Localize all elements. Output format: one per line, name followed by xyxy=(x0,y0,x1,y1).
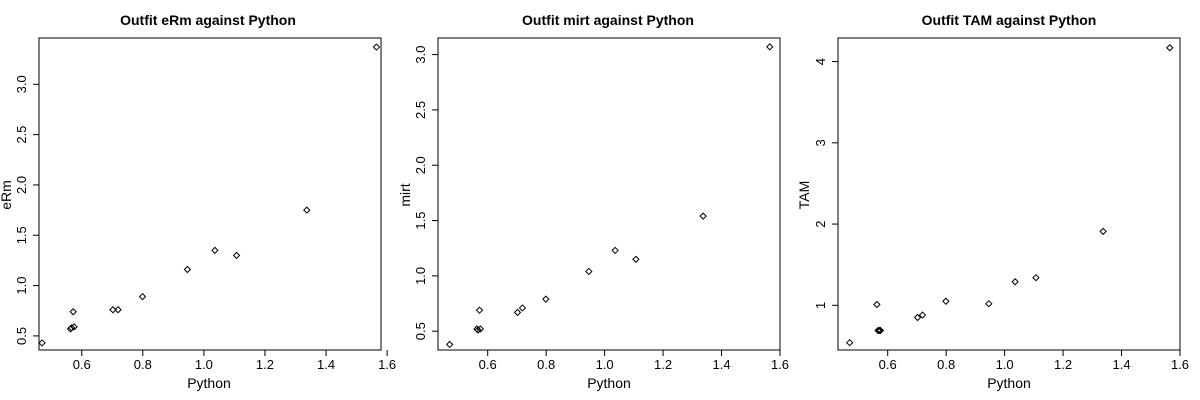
data-point xyxy=(766,43,774,51)
data-point xyxy=(475,306,484,314)
x-tick-label: 1.0 xyxy=(596,357,614,372)
plot-frame xyxy=(837,37,1181,351)
y-tick-label: 1.0 xyxy=(14,277,29,295)
x-tick-label: 1.4 xyxy=(317,357,335,372)
data-points xyxy=(445,43,774,349)
data-point xyxy=(138,292,147,301)
x-tick-label: 1.0 xyxy=(996,357,1014,372)
data-point xyxy=(985,299,993,308)
data-point xyxy=(913,313,922,322)
chart-title: Outfit eRm against Python xyxy=(120,12,296,28)
y-axis-label: TAM xyxy=(796,181,812,210)
data-points xyxy=(845,44,1174,347)
panel-erm: Outfit eRm against Python Python eRm 0.6… xyxy=(0,12,396,391)
x-tick-label: 0.6 xyxy=(479,357,497,372)
data-point xyxy=(845,338,854,347)
plot-frame xyxy=(38,37,382,351)
data-point xyxy=(1099,227,1107,236)
chart-title: Outfit mirt against Python xyxy=(522,12,694,28)
data-point xyxy=(114,306,122,314)
x-axis-label: Python xyxy=(987,375,1031,391)
y-axis: 0.5 1.0 1.5 2.0 2.5 3.0 xyxy=(14,75,39,345)
y-tick-label: 1 xyxy=(813,302,828,309)
x-tick-label: 0.8 xyxy=(537,357,555,372)
plot-frame xyxy=(437,37,781,351)
x-tick-label: 0.6 xyxy=(879,357,897,372)
x-tick-label: 0.8 xyxy=(937,357,955,372)
panel-mirt: Outfit mirt against Python Python mirt 0… xyxy=(397,12,789,391)
y-tick-label: 2.0 xyxy=(413,156,428,174)
data-point xyxy=(67,324,76,332)
y-tick-label: 2.0 xyxy=(14,176,29,194)
y-tick-label: 2 xyxy=(813,220,828,227)
x-tick-label: 0.6 xyxy=(73,357,91,372)
x-axis-label: Python xyxy=(587,375,631,391)
y-tick-label: 0.5 xyxy=(413,322,428,340)
y-tick-label: 0.5 xyxy=(14,327,29,345)
y-axis-label: eRm xyxy=(0,180,14,210)
data-point xyxy=(70,323,78,331)
x-tick-label: 1.2 xyxy=(1054,357,1072,372)
data-point xyxy=(445,340,454,349)
data-point xyxy=(1032,273,1040,282)
data-point xyxy=(476,325,485,333)
x-axis: 0.6 0.8 1.0 1.2 1.4 1.6 xyxy=(879,350,1189,372)
data-point xyxy=(875,326,884,335)
x-tick-label: 1.6 xyxy=(771,357,789,372)
data-point xyxy=(1011,278,1019,286)
data-point xyxy=(518,304,527,312)
x-tick-label: 1.0 xyxy=(195,357,213,372)
x-axis: 0.6 0.8 1.0 1.2 1.4 1.6 xyxy=(73,350,396,372)
x-tick-label: 1.6 xyxy=(378,357,396,372)
x-axis: 0.6 0.8 1.0 1.2 1.4 1.6 xyxy=(479,350,789,372)
y-tick-label: 3.0 xyxy=(14,75,29,93)
data-point xyxy=(874,326,882,335)
y-axis: 0.5 1.0 1.5 2.0 2.5 3.0 xyxy=(413,46,438,340)
x-tick-label: 1.2 xyxy=(256,357,274,372)
y-tick-label: 1.5 xyxy=(413,212,428,230)
data-point xyxy=(585,267,593,276)
y-tick-label: 4 xyxy=(813,58,828,65)
data-point xyxy=(303,206,311,214)
data-point xyxy=(918,311,927,319)
y-tick-label: 1.5 xyxy=(14,226,29,244)
data-point xyxy=(109,306,117,314)
data-point xyxy=(211,246,219,255)
y-axis: 1 2 3 4 xyxy=(813,58,838,309)
data-point xyxy=(474,326,482,334)
x-axis-label: Python xyxy=(187,375,231,391)
data-point xyxy=(69,308,77,316)
data-points xyxy=(38,43,381,347)
data-point xyxy=(611,246,619,255)
data-point xyxy=(699,212,707,220)
x-tick-label: 1.4 xyxy=(1112,357,1130,372)
data-point xyxy=(372,43,381,51)
data-point xyxy=(873,300,881,309)
data-point xyxy=(232,251,241,260)
chart-title: Outfit TAM against Python xyxy=(922,12,1097,28)
y-tick-label: 3.0 xyxy=(413,46,428,64)
data-point xyxy=(513,308,522,317)
data-point xyxy=(38,339,46,347)
x-tick-label: 0.8 xyxy=(134,357,152,372)
panel-tam: Outfit TAM against Python Python TAM 0.6… xyxy=(796,12,1189,391)
y-tick-label: 2.5 xyxy=(413,101,428,119)
data-point xyxy=(542,295,550,303)
y-tick-label: 3 xyxy=(813,139,828,146)
x-tick-label: 1.6 xyxy=(1171,357,1189,372)
data-point xyxy=(1166,44,1174,52)
data-point xyxy=(942,297,950,305)
y-axis-label: mirt xyxy=(397,183,413,206)
data-point xyxy=(876,326,885,335)
y-tick-label: 2.5 xyxy=(14,126,29,144)
x-tick-label: 1.4 xyxy=(712,357,730,372)
y-tick-label: 1.0 xyxy=(413,267,428,285)
data-point xyxy=(632,255,640,263)
x-tick-label: 1.2 xyxy=(654,357,672,372)
data-point xyxy=(183,265,192,274)
